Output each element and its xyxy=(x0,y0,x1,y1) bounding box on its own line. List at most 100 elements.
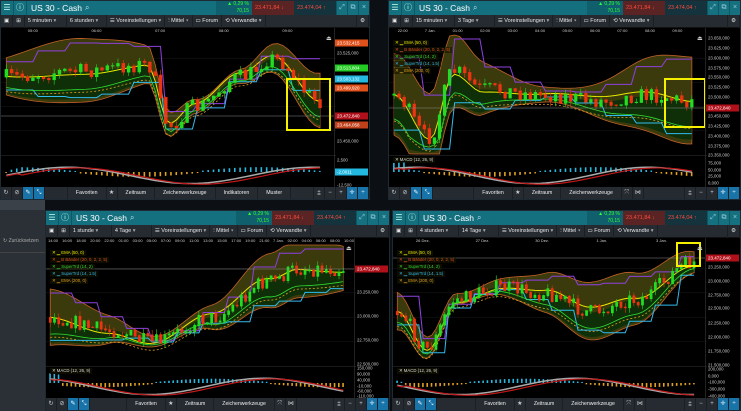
forum-button[interactable]: ▭ Forum xyxy=(193,14,223,28)
search-icon[interactable]: ⌕ xyxy=(85,3,90,12)
legend-item[interactable]: ✕ ▁ SuperTrd (14, 1.5) xyxy=(393,61,442,67)
remove-indicator-icon[interactable]: ✕ xyxy=(52,250,57,255)
layout-icon[interactable]: ▣ xyxy=(46,224,59,238)
related-dropdown[interactable]: ⟲ Verwandte xyxy=(222,14,266,28)
collapse-icon[interactable]: ⩲ xyxy=(334,398,346,410)
price-type-dropdown[interactable]: ⫶ Mittel xyxy=(165,14,193,28)
legend-item[interactable]: ✕ ▁ SuperTrd (14, 2) xyxy=(393,54,438,60)
zoom-in-icon[interactable]: + xyxy=(707,187,719,199)
bottom-zeitraum-button[interactable]: Zeitraum xyxy=(118,187,156,199)
presets-dropdown[interactable]: ☰ Voreinstellungen xyxy=(495,14,554,28)
remove-indicator-icon[interactable]: ✕ xyxy=(395,61,400,66)
bottom-zeitraum-button[interactable]: Zeitraum xyxy=(526,398,564,410)
interval-dropdown[interactable]: 15 minuten xyxy=(413,14,455,28)
star-icon[interactable]: ★ xyxy=(515,398,526,410)
close-icon[interactable]: × xyxy=(378,211,389,225)
crosshair-tool-icon[interactable]: ⤧ xyxy=(624,398,635,410)
visibility-checkbox[interactable]: ▁ xyxy=(56,278,62,283)
favorites-button[interactable]: Favoriten xyxy=(127,398,166,410)
interval-dropdown[interactable]: 1 stunde xyxy=(70,224,112,238)
zoom-in-icon[interactable]: + xyxy=(336,187,348,199)
visibility-checkbox[interactable]: ▁ xyxy=(399,47,405,52)
cursor-icon[interactable]: ⤡ xyxy=(79,398,90,410)
sell-price-button[interactable]: 23.471,84 ↓ xyxy=(252,1,294,15)
legend-item[interactable]: ✕ ▁ B Bänder (20, 0, 2, 2, 5) xyxy=(393,47,453,53)
remove-indicator-icon[interactable]: ✕ xyxy=(395,40,400,45)
grid-icon[interactable]: ⊞ xyxy=(401,14,413,28)
fibonacci-icon[interactable]: ⋈ xyxy=(633,187,644,199)
visibility-checkbox[interactable]: ▁ xyxy=(56,257,62,262)
lock-icon[interactable]: ⏏ xyxy=(346,246,352,252)
bottom-zeitraum-button[interactable]: Zeitraum xyxy=(524,187,562,199)
expand-icon[interactable]: ⤢ xyxy=(356,211,367,225)
lock-icon[interactable]: ⏏ xyxy=(697,246,703,252)
visibility-checkbox[interactable]: ▁ xyxy=(56,264,62,269)
grid-icon[interactable]: ⊞ xyxy=(405,224,417,238)
settings-icon[interactable]: ⚙ xyxy=(377,224,389,238)
visibility-checkbox[interactable]: ▁ xyxy=(56,271,62,276)
reset-zoom-icon[interactable]: ↻ xyxy=(1,187,12,199)
bottom-zeichenwerkzeuge-button[interactable]: Zeichenwerkzeuge xyxy=(561,187,622,199)
remove-indicator-icon[interactable]: ✕ xyxy=(399,250,404,255)
reset-zoom-icon[interactable]: ↻ xyxy=(46,398,57,410)
bottom-zeichenwerkzeuge-button[interactable]: Zeichenwerkzeuge xyxy=(563,398,624,410)
sell-price-button[interactable]: 23.471,84 ↓ xyxy=(623,1,665,15)
legend-item[interactable]: ✕ ▁ EMA (50, 0) xyxy=(393,40,429,46)
info-icon[interactable]: ⓘ xyxy=(14,1,27,15)
crosshair-icon[interactable]: ✛ xyxy=(367,398,379,410)
remove-indicator-icon[interactable]: ✕ xyxy=(399,368,404,373)
settings-icon[interactable]: ⚙ xyxy=(728,224,740,238)
legend-item[interactable]: ✕ ▁ EMA (200, 0) xyxy=(393,68,432,74)
crosshair-icon[interactable]: ✛ xyxy=(718,398,730,410)
grid-icon[interactable]: ⊞ xyxy=(58,224,70,238)
pencil-icon[interactable]: ✎ xyxy=(68,398,79,410)
related-dropdown[interactable]: ⟲ Verwandte xyxy=(614,224,658,238)
fibonacci-icon[interactable]: ⋈ xyxy=(286,398,297,410)
popout-icon[interactable]: ⧉ xyxy=(347,1,358,15)
sell-price-button[interactable]: 23.471,84 ↓ xyxy=(272,211,314,225)
buy-price-button[interactable]: 23.474,04 ↑ xyxy=(314,211,356,225)
legend-item[interactable]: ✕ ▁ B Bänder (20, 0, 2, 2, 5) xyxy=(50,257,110,263)
legend-item[interactable]: ✕ ▁ SuperTrd (14, 1.5) xyxy=(397,271,446,277)
expand-icon[interactable]: ⤢ xyxy=(336,1,347,15)
zoom-out-icon[interactable]: − xyxy=(696,187,708,199)
zoom-out-icon[interactable]: − xyxy=(325,187,337,199)
legend-item[interactable]: ✕ ▁ EMA (50, 0) xyxy=(397,250,433,256)
visibility-checkbox[interactable]: ▁ xyxy=(399,61,405,66)
menu-icon[interactable]: ☰ xyxy=(1,1,14,15)
instrument-title[interactable]: US 30 - Cash xyxy=(423,213,475,223)
reset-button[interactable]: ↻ Zurücksetzen xyxy=(3,238,39,244)
cursor-icon[interactable]: ⤡ xyxy=(426,398,437,410)
related-dropdown[interactable]: ⟲ Verwandte xyxy=(267,224,311,238)
reset-zoom-icon[interactable]: ↻ xyxy=(393,398,404,410)
visibility-checkbox[interactable]: ▁ xyxy=(403,264,409,269)
remove-indicator-icon[interactable]: ✕ xyxy=(52,271,57,276)
visibility-checkbox[interactable]: ▁ xyxy=(403,250,409,255)
crosshair-icon[interactable]: ✛ xyxy=(718,187,730,199)
search-icon[interactable]: ⌕ xyxy=(130,213,135,222)
presets-dropdown[interactable]: ☰ Voreinstellungen xyxy=(152,224,211,238)
price-type-dropdown[interactable]: ⫶ Mittel xyxy=(210,224,238,238)
legend-item[interactable]: ✕ ▁ EMA (200, 0) xyxy=(50,278,89,284)
visibility-checkbox[interactable]: ▁ xyxy=(56,250,62,255)
cursor-icon[interactable]: ⤡ xyxy=(34,187,45,199)
info-icon[interactable]: ⓘ xyxy=(402,1,415,15)
close-icon[interactable]: × xyxy=(729,211,740,225)
bottom-muster-button[interactable]: Muster xyxy=(258,187,292,199)
forum-button[interactable]: ▭ Forum xyxy=(238,224,268,238)
legend-item[interactable]: ✕ ▁ EMA (200, 0) xyxy=(397,278,436,284)
interval-dropdown[interactable]: 4 stunden xyxy=(417,224,459,238)
search-icon[interactable]: ⌕ xyxy=(473,3,478,12)
zoom-in-icon[interactable]: + xyxy=(707,398,719,410)
sell-price-button[interactable]: 23.471,84 ↓ xyxy=(623,211,665,225)
scale-icon[interactable]: ÷ xyxy=(358,187,369,199)
visibility-checkbox[interactable]: ▁ xyxy=(403,257,409,262)
expand-icon[interactable]: ⤢ xyxy=(707,211,718,225)
favorites-button[interactable]: Favoriten xyxy=(68,187,107,199)
no-entry-icon[interactable]: ⊘ xyxy=(400,187,411,199)
no-entry-icon[interactable]: ⊘ xyxy=(57,398,68,410)
buy-price-button[interactable]: 23.474,04 ↑ xyxy=(294,1,336,15)
no-entry-icon[interactable]: ⊘ xyxy=(12,187,23,199)
pencil-icon[interactable]: ✎ xyxy=(23,187,34,199)
close-icon[interactable]: × xyxy=(729,1,740,15)
